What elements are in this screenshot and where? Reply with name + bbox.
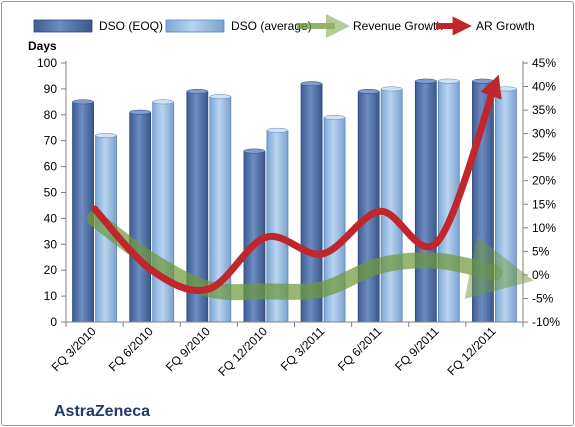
x-tick-label: FQ 3/2011	[278, 324, 328, 374]
bar-top-dso-average	[323, 114, 346, 120]
bar-top-dso-eoq	[357, 89, 380, 94]
x-tick-label: FQ 3/2010	[49, 324, 99, 374]
bar-dso-average	[152, 101, 175, 323]
y-tick-label: 60	[44, 160, 58, 174]
bar-top-dso-average	[95, 133, 117, 138]
bar-dso-average	[495, 88, 517, 323]
legend-item-revenue-growth: Revenue Growth	[297, 14, 443, 38]
y2-tick-label: 40%	[532, 80, 556, 94]
ar-growth-line	[91, 74, 502, 294]
y2-tick-label: 0%	[532, 268, 550, 282]
y-tick-label: 0	[50, 315, 57, 329]
x-tick-label: FQ 12/2011	[444, 324, 498, 378]
bar-dso-eoq	[129, 111, 152, 323]
y2-tick-label: 35%	[532, 103, 556, 117]
bar-dso-eoq	[414, 80, 437, 323]
bar-top-dso-average	[495, 86, 517, 92]
legend-swatch-dso-average	[165, 19, 225, 33]
y-tick-label: 10	[44, 289, 58, 303]
y2-tick-label: 5%	[532, 244, 550, 258]
y-tick-label: 30	[44, 237, 58, 251]
revenue-growth-line	[86, 210, 534, 301]
y2-tick-label: 15%	[532, 197, 556, 211]
legend-item-dso-average: DSO (average)	[165, 19, 312, 33]
bar-dso-eoq	[357, 91, 380, 323]
y-tick-label: 70	[44, 134, 58, 148]
line-series	[86, 74, 534, 301]
bar-top-dso-average	[380, 86, 403, 92]
y2-tick-label: 20%	[532, 174, 556, 188]
legend-item-dso-eoq: DSO (EOQ)	[33, 19, 163, 33]
legend-swatch-dso-eoq	[33, 19, 93, 33]
y-axis-title: Days	[28, 39, 57, 53]
x-tick-label: FQ 9/2010	[163, 324, 213, 374]
company-name: AstraZeneca	[54, 403, 150, 420]
bar-top-dso-eoq	[72, 99, 94, 105]
legend: DSO (EOQ) DSO (average) Revenue Growth A…	[33, 14, 535, 38]
x-tick-label: FQ 6/2010	[106, 324, 156, 374]
bar-top-dso-average	[266, 127, 289, 133]
bar-top-dso-average	[152, 99, 174, 105]
bar-dso-average	[380, 88, 403, 323]
y2-tick-label: 10%	[532, 221, 556, 235]
legend-label-ar-growth: AR Growth	[476, 19, 535, 33]
x-tick-label: FQ 9/2011	[392, 324, 442, 374]
y-tick-label: 50	[44, 186, 58, 200]
bar-top-dso-eoq	[472, 78, 494, 84]
y2-tick-label: -5%	[532, 291, 554, 305]
bar-top-dso-eoq	[415, 78, 437, 84]
legend-label-revenue-growth: Revenue Growth	[353, 19, 443, 33]
bar-top-dso-average	[438, 78, 460, 84]
y-tick-label: 40	[44, 211, 58, 225]
bar-top-dso-average	[209, 94, 232, 100]
legend-item-ar-growth: AR Growth	[436, 16, 535, 36]
y2-axis: -10% -5% 0% 5% 10% 15% 20% 25% 30% 35% 40% 45%	[523, 56, 560, 329]
y-tick-label: 100	[37, 56, 57, 70]
y-axis: 0 10 20 30 40 50 60 70 80 90 100	[37, 56, 66, 329]
y2-tick-label: 30%	[532, 127, 556, 141]
x-tick-label: FQ 6/2011	[335, 324, 385, 374]
y-tick-label: 20	[44, 263, 58, 277]
y2-tick-label: -10%	[532, 315, 560, 329]
x-axis: FQ 3/2010 FQ 6/2010 FQ 9/2010 FQ 12/2010 FQ …	[49, 322, 524, 379]
y-tick-label: 90	[44, 82, 58, 96]
x-tick-label: FQ 12/2010	[215, 324, 270, 379]
bar-top-dso-eoq	[129, 109, 151, 115]
bar-top-dso-eoq	[300, 81, 323, 87]
y2-tick-label: 45%	[532, 56, 556, 70]
y2-tick-label: 25%	[532, 150, 556, 164]
y-tick-label: 80	[44, 108, 58, 122]
legend-label-dso-average: DSO (average)	[231, 19, 312, 33]
legend-label-dso-eoq: DSO (EOQ)	[99, 19, 163, 33]
bar-top-dso-eoq	[186, 89, 209, 94]
bar-top-dso-eoq	[243, 148, 266, 154]
